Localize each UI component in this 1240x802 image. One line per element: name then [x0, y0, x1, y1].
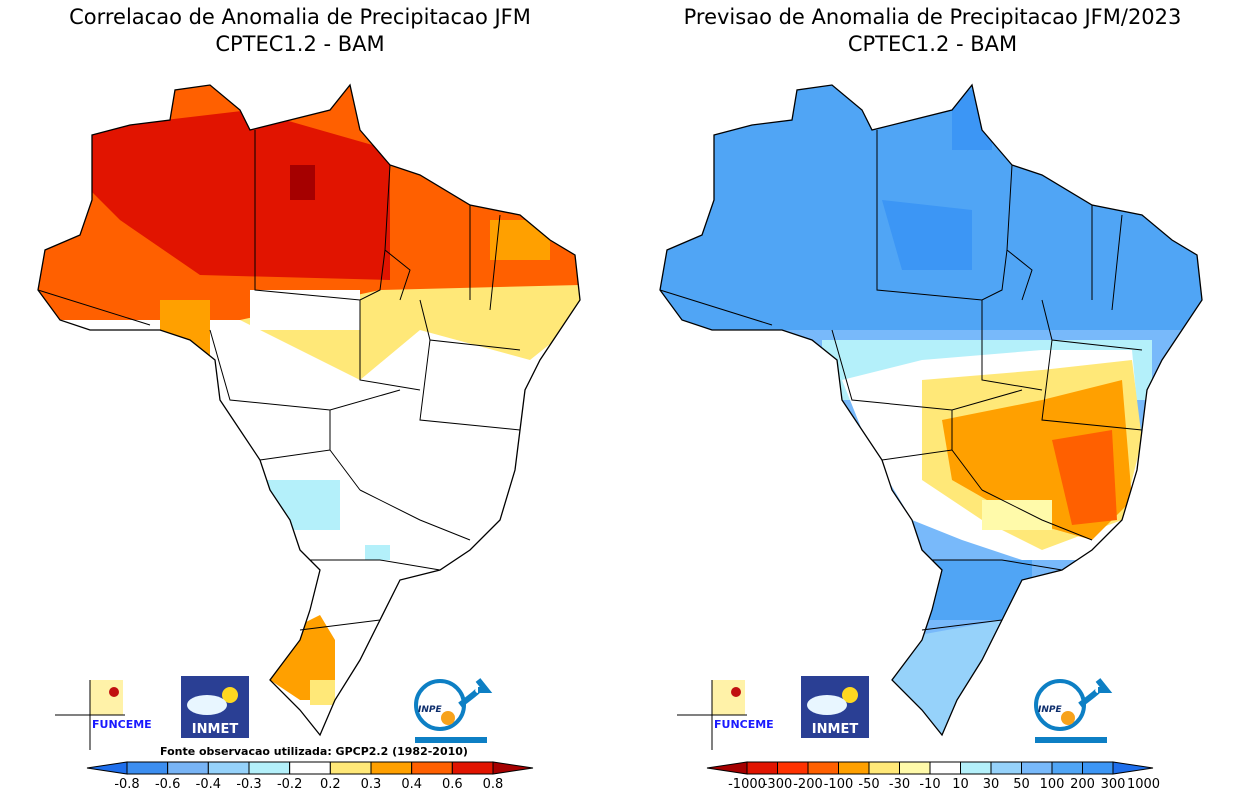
colorbar-tick-label: -10 — [919, 777, 940, 792]
colorbar-tick-label: 0.2 — [320, 777, 341, 792]
colorbar-tick-label: -0.4 — [196, 777, 221, 792]
right-title-line1: Previsao de Anomalia de Precipitacao JFM… — [683, 5, 1182, 29]
inpe-text: INPE — [1038, 705, 1062, 715]
colorbar-segment — [838, 761, 870, 775]
colorbar-arrow-high — [492, 761, 534, 775]
colorbar-segment — [370, 761, 413, 775]
colorbar-tick-label: -0.6 — [155, 777, 180, 792]
right-anomaly-map — [659, 84, 1203, 736]
colorbar-segment — [451, 761, 494, 775]
inmet-logo: INMET — [181, 676, 249, 738]
funceme-logo: FUNCEME — [55, 680, 152, 750]
colorbar-tick-label: 200 — [1070, 777, 1095, 792]
colorbar-segment — [329, 761, 372, 775]
colorbar-tick-label: 300 — [1101, 777, 1126, 792]
inmet-logo-right: INMET — [801, 676, 869, 738]
colorbar-arrow-low — [706, 761, 748, 775]
funceme-text: FUNCEME — [92, 718, 152, 731]
colorbar-tick-label: -1000 — [728, 777, 766, 792]
colorbar-tick-label: -0.3 — [236, 777, 261, 792]
colorbar-segment — [746, 761, 778, 775]
colorbar-segment — [1051, 761, 1083, 775]
colorbar-segment — [777, 761, 809, 775]
colorbar-segment — [248, 761, 291, 775]
colorbar-tick-label: 1000 — [1127, 777, 1160, 792]
colorbar-segment — [207, 761, 250, 775]
colorbar-tick-label: 30 — [983, 777, 1000, 792]
left-colorbar: -0.8 -0.6 -0.4 -0.3 -0.2 0.2 0.3 0.4 0.6 0.8 — [86, 761, 534, 792]
colorbar-segment — [868, 761, 900, 775]
colorbar-segment — [1021, 761, 1053, 775]
left-correlation-map — [37, 84, 581, 736]
colorbar-tick-label: 0.8 — [483, 777, 504, 792]
colorbar-tick-label: 10 — [952, 777, 969, 792]
left-title-line2: CPTEC1.2 - BAM — [215, 32, 385, 56]
source-note: Fonte observacao utilizada: GPCP2.2 (198… — [160, 745, 468, 758]
colorbar-tick-label: 50 — [1013, 777, 1030, 792]
right-colorbar: -1000-300 -200 -100 -50 -30 -10 10 30 50 100 200 30… — [706, 761, 1160, 792]
colorbar-tick-label: -30 — [889, 777, 910, 792]
colorbar-segment — [929, 761, 961, 775]
colorbar-tick-label: -300 — [763, 777, 793, 792]
colorbar-tick-label: -0.2 — [277, 777, 302, 792]
colorbar-segment — [1082, 761, 1114, 775]
colorbar-segment — [960, 761, 992, 775]
colorbar-tick-label: 0.3 — [361, 777, 382, 792]
colorbar-segment — [289, 761, 331, 775]
inmet-text: INMET — [812, 722, 859, 737]
colorbar-tick-label: 0.4 — [401, 777, 422, 792]
right-title: Previsao de Anomalia de Precipitacao JFM… — [625, 4, 1240, 58]
funceme-logo-right: FUNCEME — [677, 680, 774, 750]
colorbar-tick-label: -200 — [793, 777, 823, 792]
colorbar-segment — [167, 761, 209, 775]
left-title-line1: Correlacao de Anomalia de Precipitacao J… — [69, 5, 531, 29]
colorbar-tick-label: -0.8 — [114, 777, 139, 792]
inpe-logo-right: INPE — [1034, 678, 1113, 743]
colorbar-segment — [990, 761, 1022, 775]
colorbar-arrow-low — [86, 761, 128, 775]
right-title-line2: CPTEC1.2 - BAM — [847, 32, 1018, 56]
colorbar-arrow-high — [1112, 761, 1154, 775]
colorbar-segment — [807, 761, 839, 775]
inpe-text: INPE — [418, 705, 442, 715]
colorbar-segment — [899, 761, 931, 775]
left-title: Correlacao de Anomalia de Precipitacao J… — [0, 4, 600, 58]
colorbar-tick-label: -50 — [858, 777, 879, 792]
inmet-text: INMET — [192, 722, 239, 737]
colorbar-segment — [126, 761, 169, 775]
colorbar-tick-label: -100 — [824, 777, 854, 792]
colorbar-segment — [411, 761, 453, 775]
funceme-text: FUNCEME — [714, 718, 774, 731]
inpe-logo: INPE — [414, 678, 493, 743]
colorbar-tick-label: 0.6 — [442, 777, 463, 792]
colorbar-tick-label: 100 — [1040, 777, 1065, 792]
